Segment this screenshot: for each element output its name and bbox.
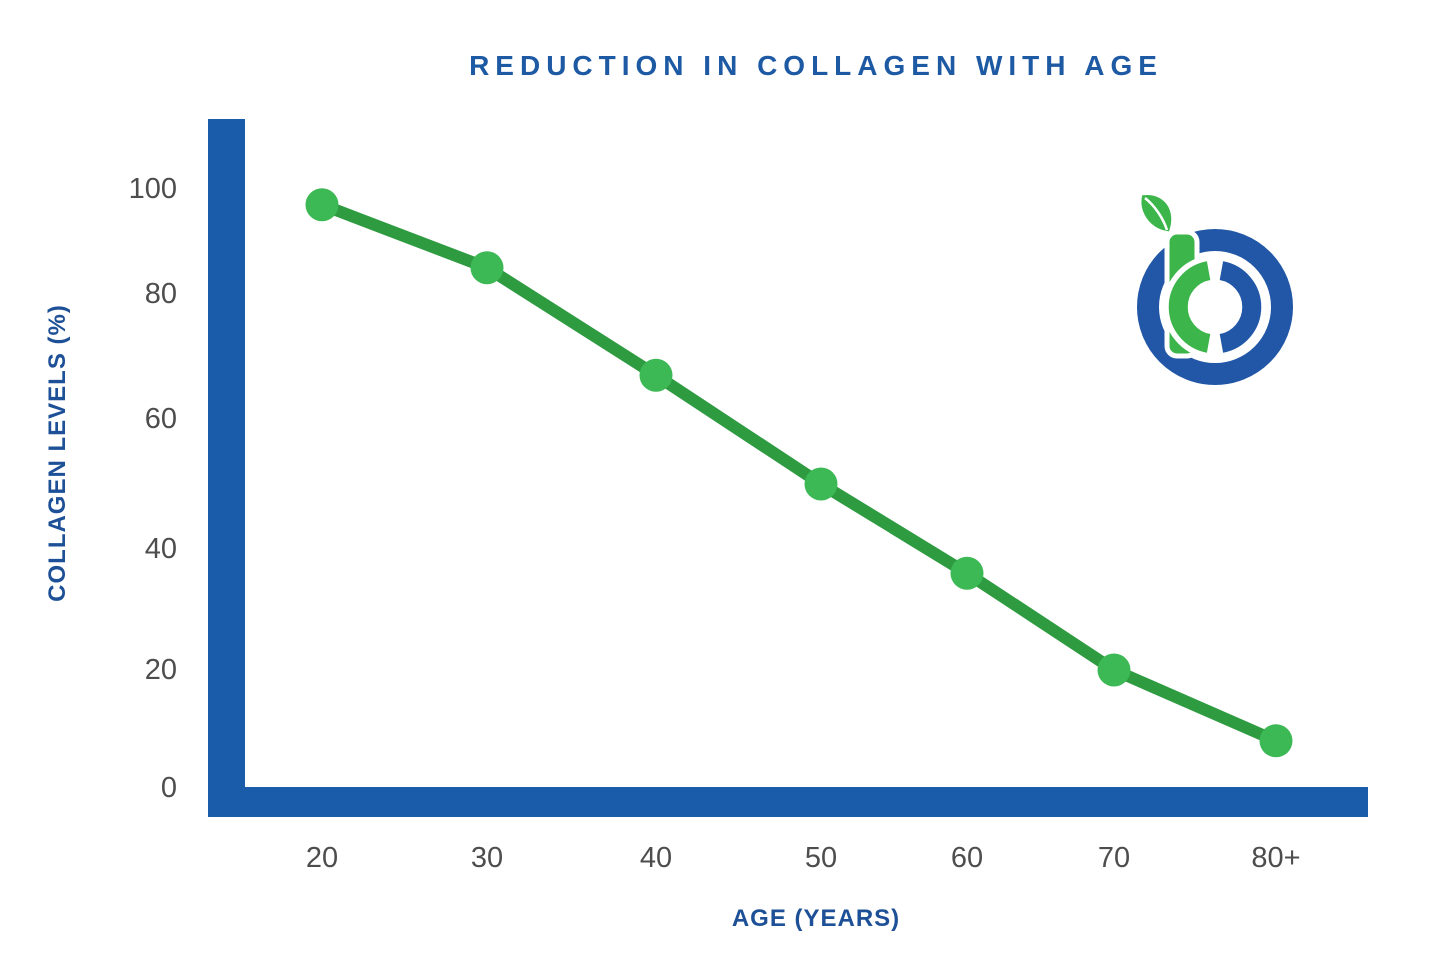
logo-center-dot — [1188, 280, 1242, 334]
x-tick-label-80+: 80+ — [1251, 842, 1301, 874]
letter-t-bowl-arc — [1168, 261, 1211, 353]
x-tick-label-40: 40 — [639, 842, 673, 874]
x-tick-label-70: 70 — [1097, 842, 1131, 874]
data-point-70 — [1097, 653, 1131, 687]
x-axis-bar — [208, 787, 1368, 817]
x-tick-label-60: 60 — [950, 842, 984, 874]
y-tick-label-40: 40 — [144, 533, 177, 565]
data-point-80+ — [1259, 724, 1293, 758]
data-point-40 — [639, 358, 673, 392]
letter-b-inner-arc — [1219, 261, 1262, 353]
chart-title: REDUCTION IN COLLAGEN WITH AGE — [469, 50, 1163, 81]
y-tick-label-100: 100 — [128, 173, 177, 205]
letter-b-outer-ring — [1137, 229, 1293, 385]
y-axis-bar — [208, 119, 245, 817]
data-point-60 — [950, 556, 984, 590]
x-tick-label-30: 30 — [470, 842, 504, 874]
data-point-50 — [804, 467, 838, 501]
x-axis-title: AGE (YEARS) — [731, 905, 901, 932]
y-tick-label-20: 20 — [144, 654, 177, 686]
y-tick-label-80: 80 — [144, 278, 177, 310]
brand-logo — [1137, 192, 1293, 385]
leaf-vein — [1144, 197, 1169, 231]
data-point-30 — [470, 251, 504, 285]
x-tick-label-50: 50 — [804, 842, 838, 874]
y-tick-label-60: 60 — [144, 403, 177, 435]
y-tick-label-0: 0 — [160, 772, 177, 804]
data-point-20 — [305, 188, 339, 222]
x-tick-label-20: 20 — [305, 842, 339, 874]
